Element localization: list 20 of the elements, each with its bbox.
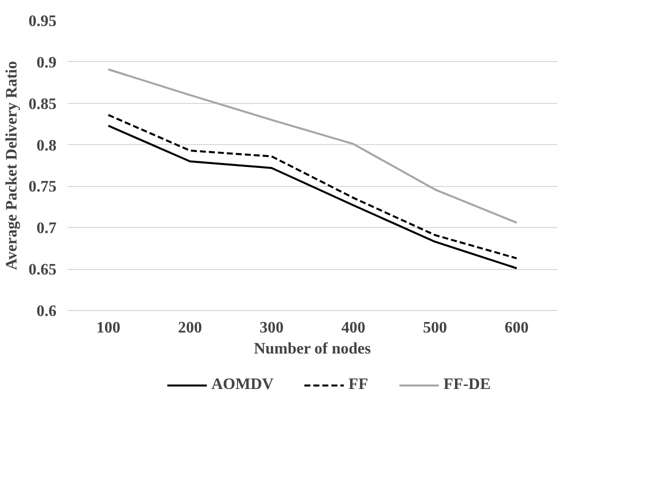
y-tick-label: 0.65 bbox=[28, 262, 56, 279]
line-series bbox=[107, 68, 518, 224]
y-tick-label: 0.8 bbox=[36, 137, 56, 154]
x-tick-label: 400 bbox=[341, 320, 366, 336]
y-tick-label: 0.9 bbox=[36, 54, 56, 72]
y-tick-label: 0.75 bbox=[28, 178, 56, 196]
x-tick-label: 500 bbox=[423, 320, 447, 336]
y-tick-label: 0.95 bbox=[28, 13, 56, 30]
x-tick-label: 600 bbox=[504, 320, 529, 336]
x-tick-label: 100 bbox=[96, 320, 120, 336]
y-axis-title: Average Packet Delivery Ratio bbox=[4, 61, 20, 270]
x-tick-label: 200 bbox=[178, 320, 202, 336]
x-axis-title: Number of nodes bbox=[254, 340, 371, 358]
y-tick-label: 0.6 bbox=[36, 303, 56, 320]
legend-label: AOMDV bbox=[211, 376, 274, 394]
x-tick-label: 300 bbox=[260, 320, 284, 336]
legend-label: FF-DE bbox=[444, 376, 491, 394]
y-tick-label: 0.85 bbox=[28, 96, 56, 113]
legend-label: FF bbox=[348, 376, 369, 394]
y-tick-label: 0.7 bbox=[36, 220, 56, 238]
